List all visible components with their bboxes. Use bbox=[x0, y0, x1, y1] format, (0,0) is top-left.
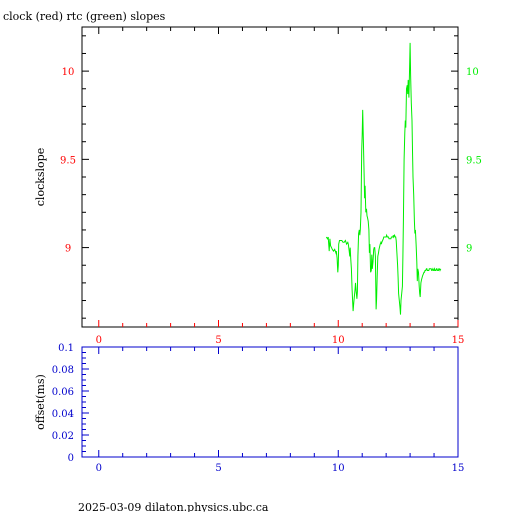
top-series-group bbox=[325, 42, 442, 315]
top-y-axis-label: clockslope bbox=[34, 148, 47, 206]
y-tick-label-left: 9.5 bbox=[60, 155, 76, 166]
y-tick-label-bottom-panel: 0.08 bbox=[52, 365, 74, 376]
x-tick-label-bottom-panel: 0 bbox=[96, 463, 102, 474]
y-tick-label-left: 10 bbox=[62, 67, 75, 78]
x-tick-label: 5 bbox=[215, 335, 221, 346]
y-tick-label-right: 9 bbox=[466, 244, 472, 255]
top-right-y-axis: 9 9.5 10 bbox=[451, 35, 482, 319]
top-left-y-axis: 9 9.5 10 bbox=[60, 35, 89, 319]
top-panel: clockslope 9 9.5 10 9 9.5 10 0 5 10 15 bbox=[34, 26, 482, 346]
x-tick-label: 10 bbox=[332, 335, 345, 346]
bottom-y-axis: 0 0.02 0.04 0.06 0.08 0.1 bbox=[52, 343, 89, 464]
y-tick-label-bottom-panel: 0.04 bbox=[52, 409, 74, 420]
top-x-axis: 0 5 10 15 bbox=[96, 27, 465, 346]
y-tick-label-bottom-panel: 0 bbox=[68, 453, 74, 464]
x-tick-label-bottom-panel: 10 bbox=[332, 463, 345, 474]
chart-title: clock (red) rtc (green) slopes bbox=[3, 10, 166, 23]
y-tick-label-bottom-panel: 0.1 bbox=[58, 343, 74, 354]
y-tick-label-right: 10 bbox=[466, 67, 479, 78]
x-tick-label: 15 bbox=[452, 335, 465, 346]
bottom-y-axis-label: offset(ms) bbox=[34, 374, 47, 430]
bottom-panel: offset(ms) 0 0.02 0.04 0.06 0.08 0.1 0 5 10 15 bbox=[34, 343, 464, 474]
footer-caption: 2025-03-09 dilaton.physics.ubc.ca bbox=[78, 501, 269, 512]
y-tick-label-left: 9 bbox=[65, 244, 71, 255]
x-tick-label-bottom-panel: 15 bbox=[452, 463, 465, 474]
top-plot-frame bbox=[81, 26, 459, 328]
rtc-slope-line bbox=[325, 42, 442, 315]
x-tick-label-bottom-panel: 5 bbox=[215, 463, 221, 474]
bottom-plot-frame bbox=[81, 346, 459, 458]
y-tick-label-bottom-panel: 0.02 bbox=[52, 431, 74, 442]
x-tick-label: 0 bbox=[96, 335, 102, 346]
y-tick-label-bottom-panel: 0.06 bbox=[52, 387, 74, 398]
y-tick-label-right: 9.5 bbox=[466, 155, 482, 166]
bottom-x-axis: 0 5 10 15 bbox=[96, 347, 465, 474]
